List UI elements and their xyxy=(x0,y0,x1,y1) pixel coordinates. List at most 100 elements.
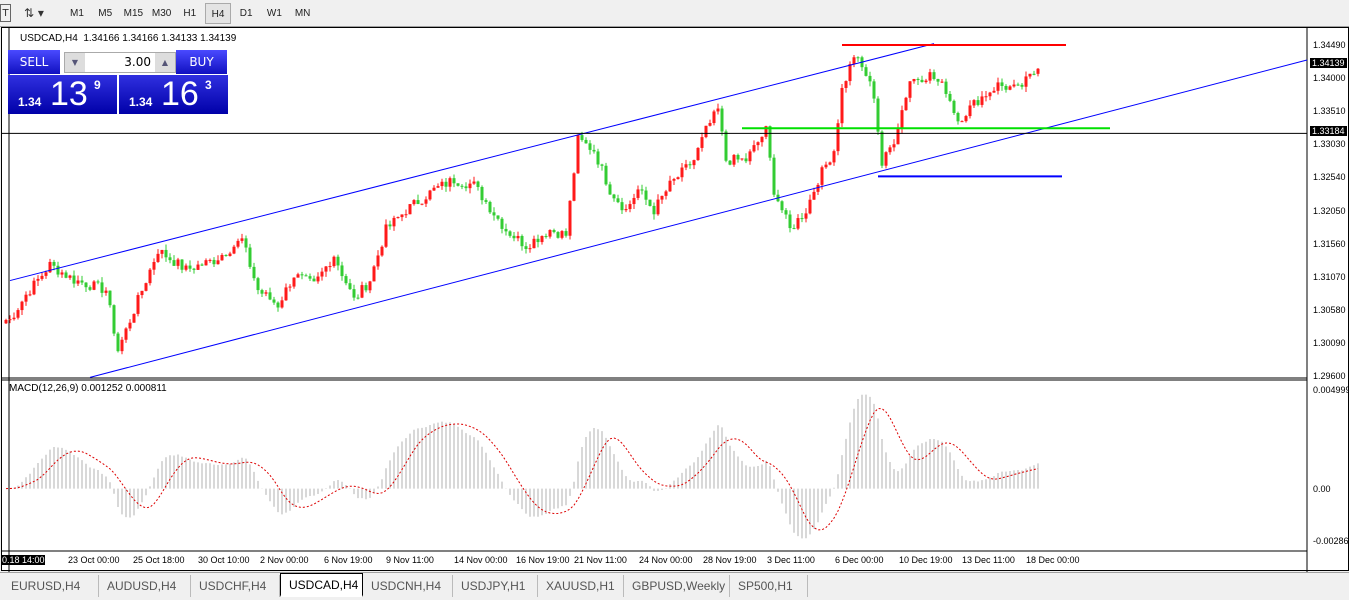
candle-body xyxy=(952,100,956,113)
toolbar: T ⇅ ▾ M1 M5 M15 M30 H1 H4 D1 W1 MN xyxy=(0,0,1349,27)
objects-dropdown-icon[interactable]: ⇅ ▾ xyxy=(24,6,44,20)
candle-body xyxy=(844,81,848,88)
candle-body xyxy=(552,230,556,233)
candle-body xyxy=(428,190,432,200)
candle-body xyxy=(420,203,424,205)
time-axis-label: 3 Dec 11:00 xyxy=(767,555,815,565)
text-tool-icon[interactable]: T xyxy=(0,4,11,22)
candle-body xyxy=(1036,68,1040,74)
horizontal-line-tag: 1.33184 xyxy=(1310,126,1347,136)
candle-body xyxy=(360,285,364,298)
lot-decrease-icon[interactable]: ▼ xyxy=(65,53,85,72)
candle-body xyxy=(864,67,868,76)
candle-body xyxy=(972,100,976,106)
buy-button[interactable]: BUY xyxy=(176,50,227,74)
candle-body xyxy=(564,231,568,236)
candle-body xyxy=(432,187,436,191)
lot-size-field[interactable]: ▼ 3.00 ▲ xyxy=(64,52,176,73)
candle-body xyxy=(336,256,340,266)
candle-body xyxy=(520,235,524,247)
ask-prefix: 1.34 xyxy=(129,95,153,109)
timeframe-m30[interactable]: M30 xyxy=(151,8,172,19)
candle-body xyxy=(980,96,984,105)
candle-body xyxy=(100,282,104,293)
candle-body xyxy=(828,162,832,165)
candle-body xyxy=(168,257,172,261)
lot-increase-icon[interactable]: ▲ xyxy=(155,53,175,72)
candle-body xyxy=(480,186,484,201)
candle-body xyxy=(672,179,676,181)
candle-body xyxy=(1020,84,1024,87)
candle-body xyxy=(812,191,816,200)
candle-body xyxy=(628,204,632,210)
candle-body xyxy=(412,200,416,205)
candle-body xyxy=(872,81,876,99)
candle-body xyxy=(1032,73,1036,75)
timeframe-h1[interactable]: H1 xyxy=(183,8,197,19)
tab-usdchf-h4[interactable]: USDCHF,H4 xyxy=(191,575,280,597)
candle-body xyxy=(160,249,164,254)
candle-body xyxy=(404,214,408,216)
candle-body xyxy=(1016,84,1020,86)
candle-body xyxy=(892,144,896,148)
trend-line xyxy=(9,43,935,282)
candle-body xyxy=(696,147,700,161)
candle-body xyxy=(208,259,212,261)
candle-body xyxy=(36,278,40,281)
price-axis-label: 1.34490 xyxy=(1313,40,1346,50)
candle-body xyxy=(56,265,60,275)
candle-body xyxy=(224,254,228,256)
tab-usdjpy-h1[interactable]: USDJPY,H1 xyxy=(453,575,538,597)
tab-eurusd-h4[interactable]: EURUSD,H4 xyxy=(3,575,99,597)
timeframe-mn[interactable]: MN xyxy=(294,8,311,19)
candle-body xyxy=(144,283,148,291)
candle-body xyxy=(752,145,756,152)
price-axis-label: 1.29600 xyxy=(1313,371,1346,381)
timeframe-m5[interactable]: M5 xyxy=(98,8,113,19)
candle-body xyxy=(836,123,840,152)
candle-body xyxy=(152,261,156,270)
ask-price[interactable]: 1.34 16 3 xyxy=(119,75,228,114)
candle-body xyxy=(660,195,664,200)
candle-body xyxy=(384,224,388,247)
candle-body xyxy=(508,231,512,236)
candle-body xyxy=(504,228,508,232)
timeframe-m1[interactable]: M1 xyxy=(70,8,84,19)
candle-body xyxy=(884,152,888,166)
candle-body xyxy=(448,178,452,187)
candle-body xyxy=(736,154,740,160)
tab-gbpusd-weekly[interactable]: GBPUSD,Weekly xyxy=(624,575,730,597)
tab-usdcad-h4[interactable]: USDCAD,H4 xyxy=(280,573,363,597)
lot-size-value[interactable]: 3.00 xyxy=(124,55,151,69)
candle-body xyxy=(272,299,276,303)
tab-xauusd-h1[interactable]: XAUUSD,H1 xyxy=(538,575,624,597)
timeframe-h4[interactable]: H4 xyxy=(205,3,231,24)
candle-body xyxy=(264,292,268,294)
sell-button[interactable]: SELL xyxy=(8,50,60,74)
candle-body xyxy=(308,276,312,279)
candle-body xyxy=(772,157,776,195)
chart-window[interactable]: USDCAD,H4 1.34166 1.34166 1.34133 1.3413… xyxy=(1,27,1349,572)
candle-body xyxy=(964,116,968,122)
candle-body xyxy=(52,261,56,266)
candle-body xyxy=(312,278,316,282)
timeframe-d1[interactable]: D1 xyxy=(239,8,253,19)
timeframe-m15[interactable]: M15 xyxy=(123,8,144,19)
tab-audusd-h4[interactable]: AUDUSD,H4 xyxy=(99,575,191,597)
timeframe-w1[interactable]: W1 xyxy=(266,8,282,19)
candle-body xyxy=(912,79,916,82)
price-chart[interactable] xyxy=(2,28,1349,572)
price-axis-label: 1.30580 xyxy=(1313,304,1346,315)
tab-sp500-h1[interactable]: SP500,H1 xyxy=(730,575,808,597)
candle-body xyxy=(132,313,136,323)
tab-usdcnh-h4[interactable]: USDCNH,H4 xyxy=(363,575,453,597)
candle-body xyxy=(476,181,480,187)
bid-prefix: 1.34 xyxy=(18,95,42,109)
trend-line xyxy=(89,59,1308,378)
candle-body xyxy=(140,290,144,296)
bid-price[interactable]: 1.34 13 9 xyxy=(8,75,117,114)
candle-body xyxy=(868,75,872,82)
candle-body xyxy=(104,290,108,293)
candle-body xyxy=(596,151,600,165)
candle-body xyxy=(920,79,924,83)
